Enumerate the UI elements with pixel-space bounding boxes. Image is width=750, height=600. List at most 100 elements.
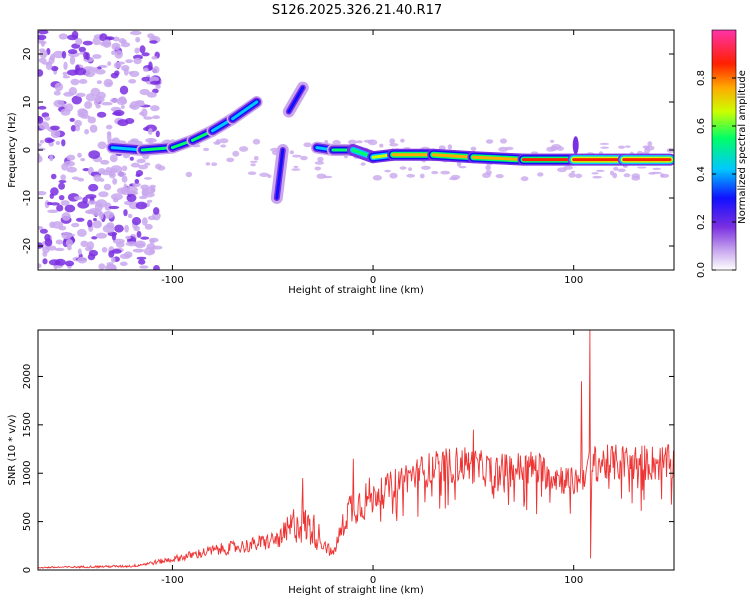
noise-blob	[92, 220, 103, 229]
noise-blob	[355, 140, 363, 144]
noise-blob	[44, 200, 50, 209]
x-tick-label: 100	[564, 575, 583, 586]
noise-blob	[289, 150, 294, 155]
noise-blob	[38, 69, 44, 77]
noise-blob	[537, 172, 544, 177]
snr-y-ticks: 0 500 1000 1500 2000	[22, 364, 674, 573]
noise-blob	[211, 162, 218, 166]
noise-blob	[485, 164, 491, 171]
noise-blob	[151, 56, 158, 60]
spectrogram-y-ticks: -20 -10 0 10 20	[22, 48, 674, 254]
noise-blob	[152, 115, 161, 120]
noise-blob	[226, 157, 235, 163]
noise-blob	[136, 256, 147, 260]
noise-blob	[55, 239, 63, 245]
noise-blob	[647, 141, 653, 146]
noise-blob	[74, 119, 82, 127]
noise-blob	[39, 139, 45, 144]
noise-blob	[105, 124, 113, 130]
noise-blob	[143, 116, 153, 120]
noise-blob	[143, 67, 149, 72]
noise-blob	[575, 173, 583, 179]
noise-blob	[56, 204, 64, 212]
y-tick-label: 10	[22, 96, 33, 109]
noise-blob	[618, 145, 626, 149]
noise-blob	[303, 142, 312, 148]
noise-blob	[73, 196, 83, 201]
noise-blob	[112, 111, 122, 116]
noise-blob	[94, 202, 103, 212]
noise-blob	[139, 88, 150, 96]
noise-blob	[400, 138, 405, 143]
colorbar-tick-label: 0.0	[696, 262, 707, 278]
y-tick-label: 2000	[22, 364, 33, 389]
noise-blob	[83, 66, 95, 71]
noise-blob	[530, 151, 539, 154]
noise-blob	[322, 175, 333, 179]
noise-blob	[67, 245, 72, 251]
noise-blob	[77, 201, 90, 209]
noise-blob	[96, 111, 107, 118]
noise-blob	[121, 165, 128, 172]
y-tick-label: 0	[22, 567, 33, 573]
noise-blob	[152, 66, 160, 74]
noise-blob	[134, 101, 145, 107]
noise-blob	[88, 150, 101, 159]
noise-blob	[63, 160, 75, 167]
noise-blob	[111, 42, 121, 51]
noise-blob	[617, 168, 626, 173]
noise-blob	[105, 81, 113, 86]
noise-blob	[148, 61, 153, 71]
noise-blob	[58, 33, 68, 40]
noise-blob	[600, 146, 609, 149]
noise-blob	[317, 156, 324, 163]
noise-blob	[84, 129, 89, 135]
noise-blob	[100, 159, 110, 165]
noise-blob	[219, 138, 229, 144]
noise-blob	[550, 145, 558, 151]
noise-blob	[131, 139, 136, 143]
noise-blob	[220, 144, 227, 148]
noise-blob	[447, 144, 453, 150]
noise-blob	[124, 224, 129, 233]
noise-blob	[39, 48, 46, 52]
noise-blob	[126, 194, 137, 202]
noise-blob	[49, 193, 54, 199]
noise-blob	[110, 168, 118, 173]
noise-blob	[78, 46, 87, 53]
spectrogram-x-label: Height of straight line (km)	[288, 285, 424, 296]
noise-blob	[55, 141, 61, 145]
noise-blob	[138, 164, 149, 170]
noise-blob	[141, 217, 148, 226]
noise-blob	[389, 143, 399, 147]
noise-blob	[136, 230, 142, 238]
noise-blob	[112, 178, 118, 185]
ridge-segment	[431, 153, 475, 159]
noise-blob	[71, 222, 80, 228]
noise-blob	[71, 95, 83, 105]
noise-blob	[129, 156, 134, 161]
x-tick-label: 0	[370, 575, 376, 586]
noise-blob	[39, 40, 47, 45]
noise-blob	[128, 79, 137, 84]
x-tick-label: 0	[370, 275, 376, 286]
noise-blob	[123, 200, 133, 206]
noise-blob	[591, 172, 599, 175]
colorbar-tick-label: 0.8	[696, 70, 707, 86]
noise-blob	[660, 173, 665, 178]
y-tick-label: 20	[22, 48, 33, 61]
noise-blob	[77, 152, 82, 158]
noise-blob	[127, 213, 133, 219]
noise-blob	[631, 173, 641, 179]
noise-blob	[399, 166, 407, 170]
noise-blob	[389, 138, 396, 145]
noise-blob	[111, 50, 116, 55]
ridge-segment	[231, 100, 259, 121]
noise-blob	[85, 93, 96, 102]
noise-blob	[76, 92, 86, 98]
noise-blob	[51, 65, 59, 72]
noise-blob	[130, 162, 140, 168]
noise-blob	[119, 85, 129, 95]
